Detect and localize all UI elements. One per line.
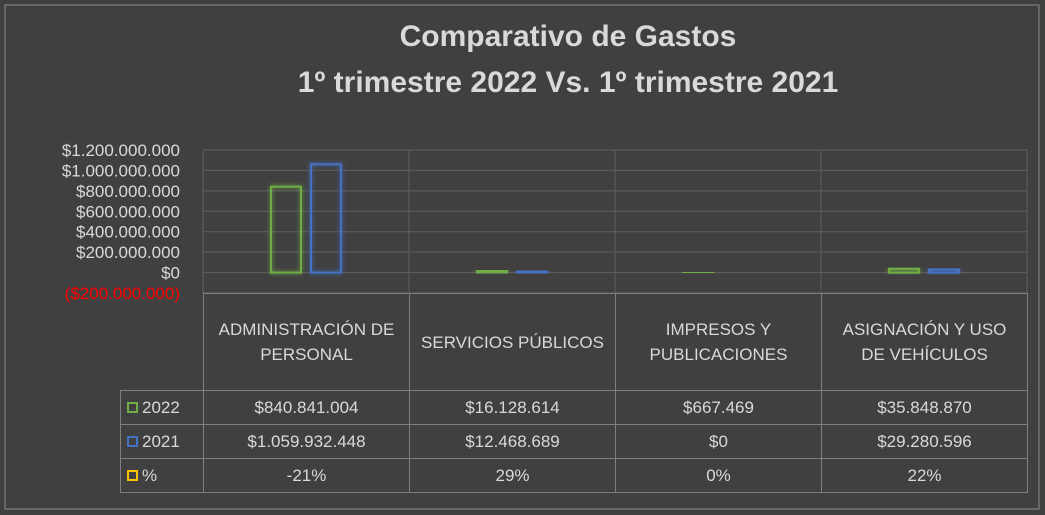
data-label: 29%	[409, 458, 616, 493]
data-label: $0	[615, 424, 822, 459]
legend-label: %	[142, 466, 158, 485]
legend-key	[127, 402, 138, 413]
y-tick-label: $800.000.000	[76, 182, 180, 201]
bar	[270, 185, 302, 274]
y-tick-label: ($200.000.000)	[65, 284, 180, 303]
data-label: $1.059.932.448	[203, 424, 410, 459]
y-tick-label: $0	[161, 264, 180, 283]
legend-label: 2022	[142, 398, 180, 417]
y-tick-label: $600.000.000	[76, 202, 180, 221]
x-tick-label: ASIGNACIÓN Y USO DE VEHÍCULOS	[821, 293, 1028, 391]
y-tick-label: $200.000.000	[76, 243, 180, 262]
x-tick-label: IMPRESOS Y PUBLICACIONES	[615, 293, 822, 391]
bar	[310, 163, 342, 274]
x-tick-label: SERVICIOS PÚBLICOS	[409, 293, 616, 391]
frame	[4, 4, 1040, 510]
data-label: $667.469	[615, 390, 822, 425]
data-label: $840.841.004	[203, 390, 410, 425]
y-tick-label: $1.000.000.000	[62, 161, 180, 180]
legend-key	[127, 436, 138, 447]
legend-entry: 2021	[120, 424, 204, 459]
data-label: $29.280.596	[821, 424, 1028, 459]
x-tick-label: ADMINISTRACIÓN DE PERSONAL	[203, 293, 410, 391]
data-label: -21%	[203, 458, 410, 493]
y-tick-label: $400.000.000	[76, 223, 180, 242]
chart-title: Comparativo de Gastos	[400, 20, 737, 53]
bar	[888, 267, 920, 274]
legend-entry: %	[120, 458, 204, 493]
data-label: $35.848.870	[821, 390, 1028, 425]
data-label: 0%	[615, 458, 822, 493]
legend-key	[127, 470, 138, 481]
data-label: 22%	[821, 458, 1028, 493]
data-label: $16.128.614	[409, 390, 616, 425]
data-label: $12.468.689	[409, 424, 616, 459]
legend-label: 2021	[142, 432, 180, 451]
bar	[516, 270, 548, 274]
chart-subtitle: 1º trimestre 2022 Vs. 1º trimestre 2021	[298, 66, 839, 99]
legend-entry: 2022	[120, 390, 204, 425]
bar	[928, 268, 960, 274]
y-tick-label: $1.200.000.000	[62, 141, 180, 160]
bar	[476, 269, 508, 274]
